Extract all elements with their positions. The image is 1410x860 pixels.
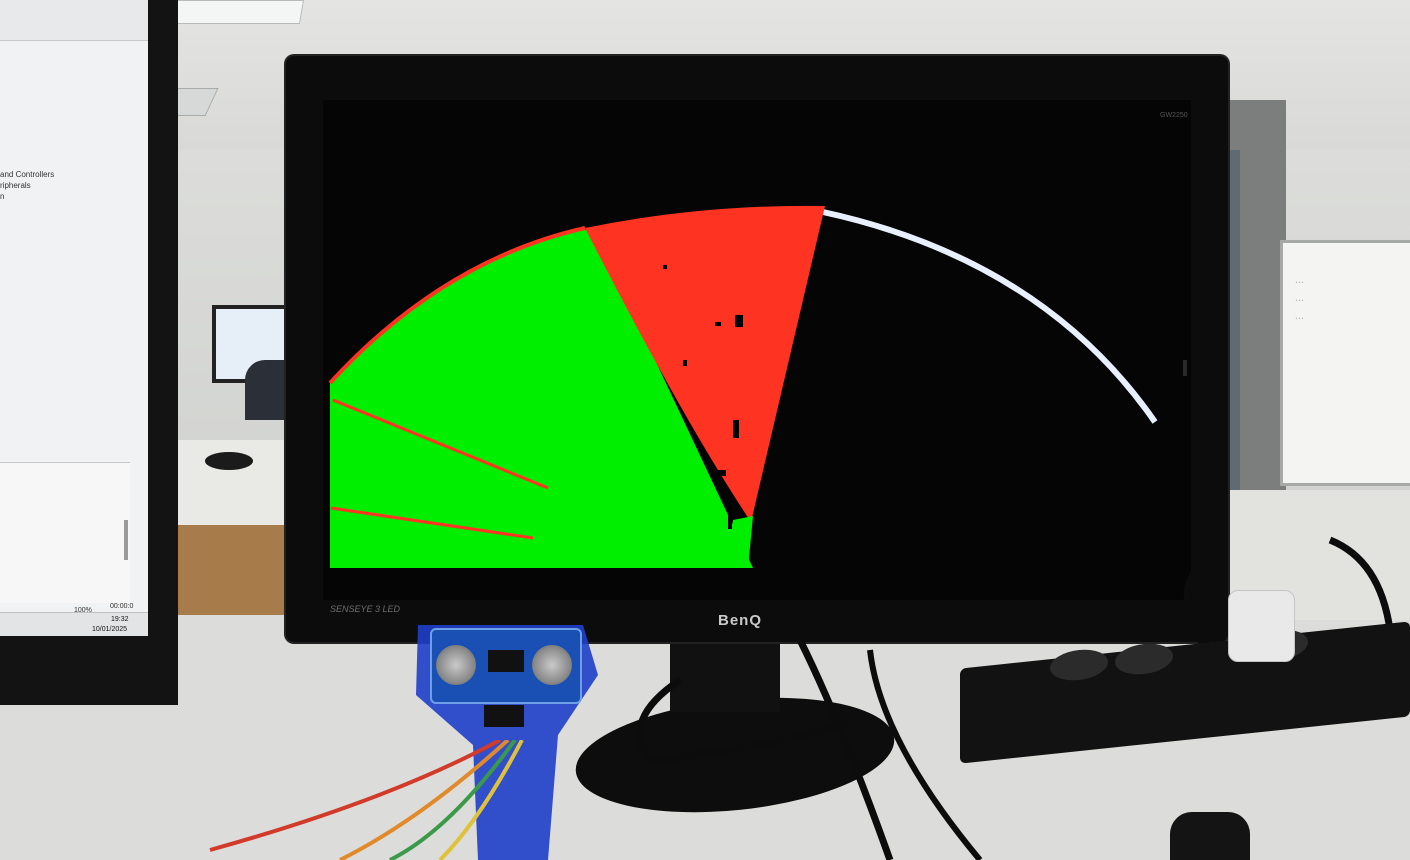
wire-yellow (438, 740, 524, 860)
radar-edge-line (328, 226, 586, 385)
brand-logo: BenQ (717, 612, 762, 629)
sensor-pins (484, 705, 524, 727)
radar-noise (728, 505, 732, 529)
radar-display (328, 205, 1158, 568)
zoom-level: 100% (74, 607, 92, 614)
computer-mouse (205, 452, 253, 470)
background-person (245, 360, 290, 420)
sensor-chip (488, 650, 524, 672)
radar-echo-line (332, 398, 549, 490)
radar-clear-tail (727, 516, 753, 568)
radar-noise (733, 420, 739, 438)
radar-echo-line (330, 506, 534, 540)
radar-obstacle-sector (585, 205, 825, 522)
whiteboard-note: ... (1295, 272, 1304, 286)
radar-clear-sector (330, 228, 753, 568)
monitor-stand-neck (670, 642, 780, 712)
power-button[interactable] (1183, 360, 1187, 376)
clock-date: 10/01/2025 (92, 626, 128, 633)
left-screen-text: and Controllers (0, 170, 55, 179)
radar-sweep-arc (822, 209, 1158, 424)
radar-noise (663, 265, 667, 269)
whiteboard (1280, 240, 1410, 486)
left-screen-panel (0, 462, 130, 603)
model-label: GW2250 (1160, 112, 1188, 119)
cable (867, 649, 983, 860)
bezel-label: SENSEYE 3 LED (330, 604, 401, 614)
radar-noise (735, 315, 743, 327)
power-plug (1170, 812, 1250, 860)
duration: 00:00:0 (110, 603, 134, 610)
radar-noise (683, 360, 687, 366)
power-adapter (1228, 590, 1295, 662)
clock-time: 19:32 (111, 616, 129, 623)
ultrasonic-transducer (532, 645, 572, 685)
radar-noise (718, 470, 726, 476)
left-screen-header (0, 0, 148, 41)
ultrasonic-transducer (436, 645, 476, 685)
cable (796, 638, 894, 860)
whiteboard-note: ... (1295, 290, 1304, 304)
left-screen-text: ripherals (0, 181, 31, 190)
taskbar (0, 612, 148, 636)
background-cabinet (160, 525, 290, 625)
wire-red (209, 740, 501, 852)
cable (1328, 536, 1394, 631)
whiteboard-note: ... (1295, 308, 1304, 322)
wire-orange (339, 740, 510, 860)
scrollbar[interactable] (124, 520, 128, 560)
ceiling-light (162, 0, 305, 24)
wire-green (389, 740, 517, 860)
jumper-wires (209, 740, 524, 860)
cable (636, 677, 862, 764)
left-screen-text: n (0, 192, 5, 201)
radar-noise (715, 322, 721, 326)
whiteboard-notes: ... ... ... (1295, 270, 1395, 430)
